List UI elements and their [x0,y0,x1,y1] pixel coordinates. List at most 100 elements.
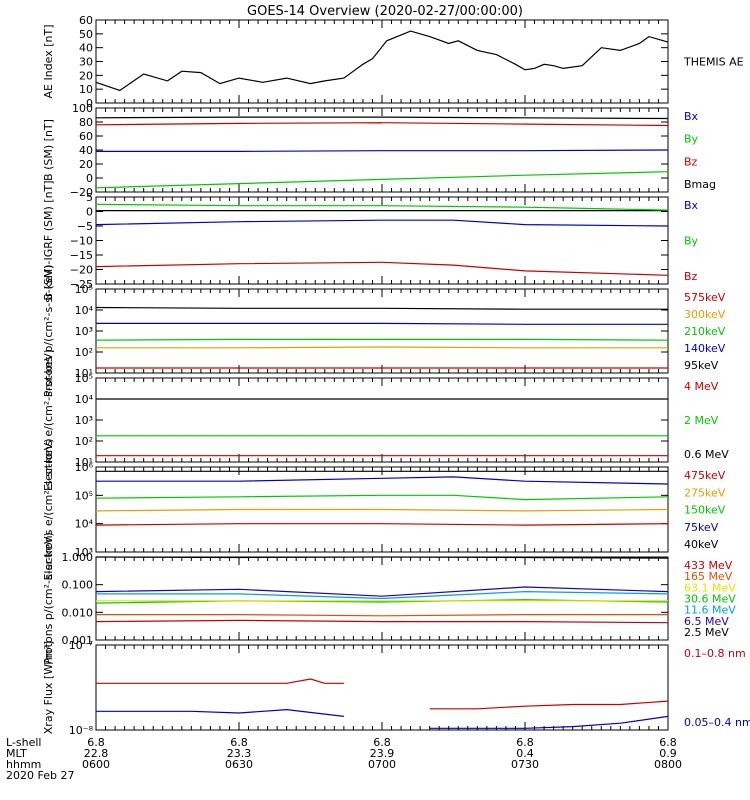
y-axis-label: B (SM)-IGRF (SM) [nT] [42,180,55,300]
y-tick-label: 0 [86,172,93,185]
series-line [95,30,669,92]
legend-entry: By [684,235,699,248]
y-tick-label: 10⁴ [75,518,94,531]
y-tick-label: 100 [72,102,93,115]
legend-entry: 2 MeV [684,414,719,427]
y-tick-label: 10⁴ [75,304,94,317]
y-tick-label: 0.100 [62,579,94,592]
x-tick-label: 6.8 [373,736,391,749]
series-line [96,708,344,717]
y-axis-label: Protons p/(cm²-s-sr-keV) [42,532,55,665]
panel-6: 10³ 10⁴ 10⁵ 10⁶ Electrons e/(cm²-s-sr-keV) 47… [42,438,726,580]
y-axis-label: Protons p/(cm²-s-sr-keV) [42,265,55,398]
y-tick-label: −25 [70,278,93,291]
legend-entry: Bmag [684,178,716,191]
legend-entry: Bx [684,110,699,123]
y-tick-label: 20 [79,158,93,171]
y-tick-label: 0.001 [62,634,94,647]
y-tick-label: 10⁻⁷ [69,639,93,652]
legend-entry: 2.5 MeV [684,626,729,639]
x-tick-label: 6.8 [230,736,248,749]
y-tick-label: 40 [79,42,93,55]
series-line [96,678,344,684]
y-tick-label: 5 [86,191,93,204]
legend-entry: 275keV [684,486,726,499]
x-tick-label: 23.3 [227,747,252,760]
y-tick-label: 10¹ [75,367,93,380]
series-line [95,338,669,341]
legend-entry: 4 MeV [684,380,719,393]
y-tick-label: −20 [70,264,93,277]
y-tick-label: 50 [79,28,93,41]
panel-8: 10⁻⁸ 10⁻⁷ Xray Flux [W/m²] 0.1–0.8 nm 0.05–0… [42,639,750,737]
x-tick-label: 22.8 [84,747,109,760]
legend-entry: 6.5 MeV [684,615,729,628]
x-tick-label: 0800 [654,758,682,771]
series-line [95,306,668,310]
legend-entry: By [684,133,699,146]
y-tick-label: 40 [79,144,93,157]
y-axis-label: Electrons e/(cm²-s-sr-keV) [42,438,55,580]
y-tick-label: 80 [79,116,93,129]
x-axis-row-label: hhmm [6,758,41,771]
y-tick-label: 10³ [75,546,93,559]
y-tick-label: 10 [79,83,93,96]
series-line [429,700,669,710]
legend-entry: 210keV [684,325,726,338]
legend-entry: 75keV [684,521,719,534]
legend-entry: 475keV [684,469,726,482]
series-line [95,619,669,624]
y-tick-label: 0 [86,206,93,219]
x-tick-label: 0.9 [659,747,677,760]
x-tick-label: 6.8 [87,736,105,749]
series-line [95,261,669,276]
y-axis-label: Electrons e/(cm²-s-sr-keV) [42,349,55,491]
y-tick-label: 10⁵ [75,489,93,502]
x-tick-label: 0730 [511,758,539,771]
series-line [95,203,669,211]
series-line [96,149,669,152]
series-line [96,346,668,349]
y-tick-label: −10 [70,235,93,248]
y-tick-label: −20 [70,186,93,199]
series-line [96,613,668,617]
panel-5: 10¹ 10² 10³ 10⁴ 10⁵ Electrons e/(cm²-s-sr-keV… [42,349,729,491]
x-tick-label: 23.9 [370,747,395,760]
y-tick-label: 10⁴ [75,393,94,406]
panel-frame [95,377,669,463]
series-line [95,122,669,127]
figure-title: GOES-14 Overview (2020-02-27/00:00:00) [247,4,523,19]
y-tick-label: 10⁵ [75,372,93,385]
y-tick-label: 10³ [75,414,93,427]
y-axis-label: AE Index [nT] [42,24,55,98]
legend-entry: 63.1 MeV [684,581,736,594]
panel-4: 10¹ 10² 10³ 10⁴ 10⁵ Protons p/(cm²-s-sr-keV) 5… [42,265,726,398]
legend-entry: 433 MeV [684,559,733,572]
series-line [429,715,669,729]
series-line [95,523,669,526]
y-tick-label: 0 [86,97,93,110]
panel-7: 0.001 0.010 0.100 1.000 Protons p/(cm²-s-sr-… [42,532,736,665]
x-axis-row-label: L-shell [6,736,42,749]
y-tick-label: 10² [75,435,93,448]
x-axis-row-label: 2020 Feb 27 [6,769,74,782]
y-tick-label: 20 [79,69,93,82]
y-tick-label: −15 [70,249,93,262]
legend-entry: 165 MeV [684,570,733,583]
y-tick-label: 10³ [75,325,93,338]
panel-frame [95,644,669,731]
legend-entry: Bz [684,270,698,283]
series-line [95,556,669,559]
series-line [96,476,669,485]
legend-entry: 0.6 MeV [684,448,729,461]
series-line [95,494,669,501]
legend-entry: 11.6 MeV [684,604,736,617]
y-tick-label: 0.010 [62,606,94,619]
legend-entry: 140keV [684,342,726,355]
legend-entry: 300keV [684,308,726,321]
